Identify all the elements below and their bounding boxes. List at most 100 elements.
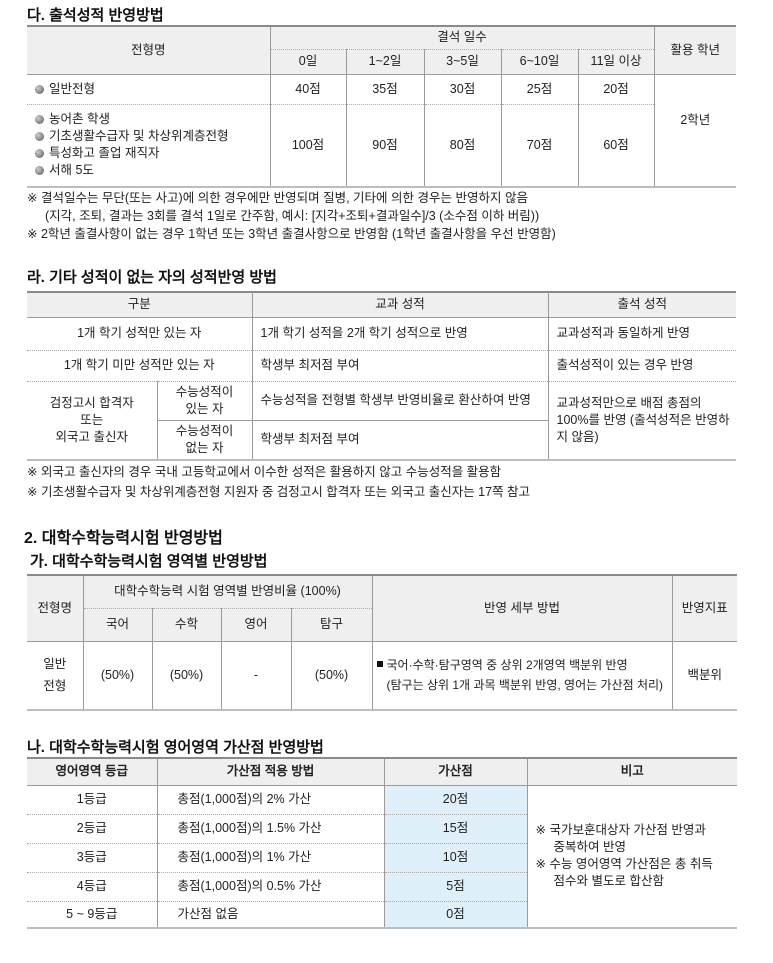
sub-category-cell: 수능성적이 없는 자 [156,420,253,460]
score-cell: 90점 [345,104,424,188]
subject-cell: 1개 학기 성적을 2개 학기 성적으로 반영 [251,317,549,351]
csat-table: 전형명 대학수학능력 시험 영역별 반영비율 (100%) 반영 세부 방법 반… [27,574,738,711]
type-label: 서해 5도 [49,163,94,178]
score-cell: 30점 [423,74,501,105]
score-cell: 35점 [345,74,424,105]
line: 전형 [43,679,67,694]
bullet-icon [35,132,44,142]
header-remarks: 비고 [526,758,737,786]
note: ※ 외국고 출신자의 경우 국내 고등학교에서 이수한 성적은 활용하지 않고 … [27,465,502,479]
remark: ※ 국가보훈대상자 가산점 반영과 [535,823,706,838]
line: 검정고시 합격자 [49,395,134,410]
score-cell: 40점 [269,74,346,105]
points-cell: 20점 [383,785,527,815]
score-cell: 70점 [500,104,578,188]
ged-category-cell: 검정고시 합격자 또는 외국고 출신자 [27,381,157,460]
table-row: 1개 학기 성적만 있는 자 1개 학기 성적을 2개 학기 성적으로 반영 교… [27,317,737,351]
table-row: 5 ~ 9등급 가산점 없음 0점 [27,901,737,928]
note: ※ 2학년 출결사항이 없는 경우 1학년 또는 3학년 출결사항으로 반영함 … [27,227,556,241]
grade-cell: 3등급 [27,843,157,873]
header-absence-days: 결석 일수 [269,26,655,50]
line: 일반 [43,657,67,672]
type-label: 일반전형 [49,81,96,96]
grade-cell: 2등급 [27,814,157,844]
line: 또는 [80,412,104,427]
attendance-cell: 출석성적이 있는 경우 반영 [547,350,737,382]
header-subject: 교과 성적 [251,292,549,318]
method-cell: 총점(1,000점)의 0.5% 가산 [156,872,384,902]
note: (지각, 조퇴, 결과는 3회를 결석 1일로 간주함, 예시: [지각+조퇴+… [45,209,540,223]
header-method: 반영 세부 방법 [371,575,673,642]
type-label: 농어촌 학생 [49,112,110,127]
score-cell: 25점 [500,74,578,105]
line: 국어·수학·탐구영역 중 상위 2개영역 백분위 반영 [386,658,628,673]
english-heading: 나. 대학수학능력시험 영어영역 가산점 반영방법 [27,739,324,756]
line: (탐구는 상위 1개 과목 백분위 반영, 영어는 가산점 처리) [386,678,664,693]
method-cell: 총점(1,000점)의 2% 가산 [156,785,384,815]
subject-cell: 학생부 최저점 부여 [251,350,549,382]
grade-used-cell: 2학년 [653,74,737,187]
remark: ※ 수능 영어영역 가산점은 총 취득 [535,857,713,872]
header-day: 6~10일 [500,49,578,75]
header-day: 0일 [269,49,346,75]
method-cell: 총점(1,000점)의 1% 가산 [156,843,384,873]
category-cell: 1개 학기 성적만 있는 자 [27,317,253,351]
header-subject: 국어 [82,608,152,642]
grade-cell: 5 ~ 9등급 [66,906,118,921]
header-grade-used: 활용 학년 [653,26,737,75]
method-cell: 국어·수학·탐구영역 중 상위 2개영역 백분위 반영 (탐구는 상위 1개 과… [371,641,673,711]
csat-heading: 2. 대학수학능력시험 반영방법 [24,530,223,547]
table-row: 수능성적이 없는 자 학생부 최저점 부여 [27,420,736,460]
note: ※ 기초생활수급자 및 차상위계층전형 지원자 중 검정고시 합격자 또는 외국… [27,485,531,499]
attendance-cell: 교과성적만으로 배점 총점의 100%를 반영 (출석성적은 반영하지 않음) [547,381,737,460]
bullet-icon [35,84,44,94]
points-cell: 15점 [383,814,527,844]
header-day: 3~5일 [423,49,501,75]
grade-cell: 4등급 [27,872,157,902]
attendance-table: 전형명 결석 일수 활용 학년 0일 1~2일 3~5일 6~10일 11일 이… [27,25,737,188]
header-subject: 수학 [151,608,221,642]
header-grade: 영어영역 등급 [27,758,157,786]
bullet-icon [35,149,44,159]
header-index: 반영지표 [671,575,738,642]
remark: 중복하여 반영 [553,840,626,855]
bullet-icon [35,166,44,176]
header-subject: 영어 [220,608,291,642]
table-row: 검정고시 합격자 또는 외국고 출신자 수능성적이 있는 자 수능성적을 전형별… [27,381,737,460]
line: 수능성적이 [175,384,234,399]
header-type: 전형명 [27,575,83,642]
method-cell: 가산점 없음 [156,901,384,928]
table-row: 농어촌 학생 기초생활수급자 및 차상위계층전형 특성화고 졸업 재직자 서해 … [27,104,736,188]
header-type: 전형명 [27,26,270,75]
type-cell: 일반전형 [27,74,270,105]
line: 없는 자 [185,440,224,455]
method-cell: 총점(1,000점)의 1.5% 가산 [156,814,384,844]
line: 있는 자 [185,401,224,416]
subject-cell: 수능성적을 전형별 학생부 반영비율로 환산하여 반영 [251,381,549,421]
header-day: 11일 이상 [577,49,655,75]
attendance-heading: 다. 출석성적 반영방법 [27,7,164,24]
grade-cell: 1등급 [27,785,157,815]
header-ratio: 대학수학능력 시험 영역별 반영비율 (100%) [82,575,373,609]
subject-cell: 학생부 최저점 부여 [251,420,549,460]
score-cell: 80점 [423,104,501,188]
table-row: 4등급 총점(1,000점)의 0.5% 가산 5점 [27,872,737,902]
header-subject: 탐구 [290,608,373,642]
square-bullet-icon [376,661,383,668]
note: ※ 결석일수는 무단(또는 사고)에 의한 경우에만 반영되며 질병, 기타에 … [27,191,528,205]
score-cell: 20점 [577,74,655,105]
category-cell: 1개 학기 미만 성적만 있는 자 [27,350,253,382]
line: 외국고 출신자 [55,429,128,444]
header-day: 1~2일 [345,49,424,75]
table-row: 일반전형 40점 35점 30점 25점 20점 2학년 [27,74,737,187]
sub-category-cell: 수능성적이 있는 자 [156,381,253,421]
attendance-notes: ※ 결석일수는 무단(또는 사고)에 의한 경우에만 반영되며 질병, 기타에 … [27,189,556,243]
table-row: 2등급 총점(1,000점)의 1.5% 가산 15점 [27,814,737,844]
bullet-icon [35,115,44,125]
points-cell: 5점 [383,872,527,902]
index-cell: 백분위 [671,641,738,711]
line: 수능성적이 [175,423,234,438]
header-method: 가산점 적용 방법 [156,758,384,786]
type-label: 기초생활수급자 및 차상위계층전형 [49,129,229,144]
